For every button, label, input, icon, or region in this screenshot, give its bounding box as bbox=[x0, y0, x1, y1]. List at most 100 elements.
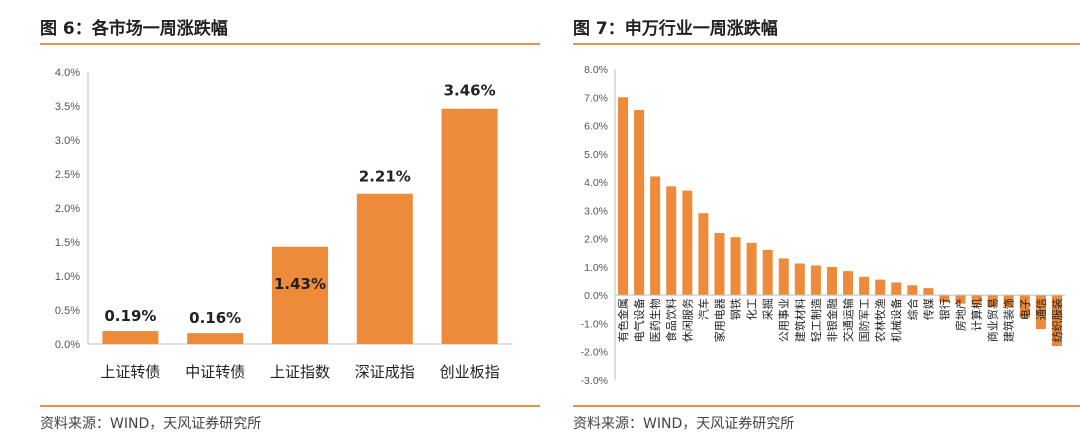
y-tick-label: -3.0% bbox=[581, 375, 608, 387]
y-tick-label: -2.0% bbox=[581, 347, 608, 359]
bar bbox=[923, 288, 934, 296]
x-tick-label: 医药生物 bbox=[648, 298, 662, 342]
x-tick-label: 有色金属 bbox=[616, 298, 630, 342]
x-tick-label: 汽车 bbox=[696, 298, 710, 320]
y-tick-label: 3.0% bbox=[584, 205, 608, 217]
data-label: 0.16% bbox=[189, 309, 241, 327]
y-tick-label: 1.5% bbox=[55, 237, 80, 249]
x-tick-label: 传媒 bbox=[922, 298, 935, 320]
y-tick-label: 7.0% bbox=[584, 92, 608, 104]
bar bbox=[891, 282, 902, 296]
y-tick-label: 2.5% bbox=[55, 169, 80, 181]
left-title-rule bbox=[40, 43, 540, 45]
x-tick-label: 计算机 bbox=[970, 298, 984, 331]
y-tick-label: 3.0% bbox=[55, 135, 80, 147]
x-tick-label: 非银金融 bbox=[825, 298, 839, 342]
y-tick-label: 0.5% bbox=[55, 305, 80, 317]
x-tick-label: 国防军工 bbox=[857, 298, 871, 342]
bar bbox=[698, 213, 709, 296]
bar bbox=[971, 295, 982, 306]
left-source-note: 资料来源：WIND，天风证券研究所 bbox=[40, 416, 262, 432]
x-tick-label: 上证指数 bbox=[270, 363, 330, 381]
data-label: 2.21% bbox=[359, 168, 411, 186]
x-tick-label: 轻工制造 bbox=[809, 298, 823, 342]
bar bbox=[272, 246, 328, 344]
y-tick-label: 2.0% bbox=[584, 234, 608, 246]
bar bbox=[987, 295, 998, 307]
x-tick-label: 公用事业 bbox=[778, 298, 791, 342]
x-tick-label: 电气设备 bbox=[632, 298, 646, 342]
x-tick-label: 休闲服务 bbox=[680, 298, 694, 342]
x-tick-label: 采掘 bbox=[761, 298, 775, 320]
y-tick-label: 1.0% bbox=[584, 262, 608, 274]
x-tick-label: 上证转债 bbox=[100, 363, 160, 381]
left-bar-chart: 0.0% 0.5% 1.0% 1.5% 2.0% 2.5% 3.0% 3.5% 4.0% 0.19… bbox=[55, 67, 512, 381]
x-tick-label: 深证成指 bbox=[355, 363, 415, 381]
bar bbox=[762, 249, 773, 296]
y-tick-label: 2.0% bbox=[55, 203, 80, 215]
x-tick-label: 房地产 bbox=[954, 298, 968, 331]
bar bbox=[794, 263, 805, 296]
x-tick-label: 钢铁 bbox=[730, 298, 743, 320]
bar bbox=[826, 266, 837, 296]
bar bbox=[907, 285, 918, 296]
bar bbox=[939, 295, 950, 303]
right-source-note: 资料来源：WIND，天风证券研究所 bbox=[573, 416, 795, 432]
bar bbox=[778, 258, 789, 296]
bar bbox=[810, 265, 821, 296]
bar bbox=[634, 109, 645, 296]
left-figure-title: 图 6：各市场一周涨跌幅 bbox=[40, 19, 228, 39]
x-tick-label: 食品饮料 bbox=[664, 298, 678, 342]
data-label: 3.46% bbox=[444, 82, 496, 100]
x-tick-label: 农林牧渔 bbox=[873, 298, 887, 342]
bar bbox=[1003, 295, 1014, 307]
bar bbox=[843, 271, 854, 296]
left-panel: 图 6：各市场一周涨跌幅 0.0% 0.5% 1.0% 1.5% 2.0% 2.5% 3.0… bbox=[40, 19, 540, 432]
bar bbox=[666, 186, 677, 296]
y-tick-label: 6.0% bbox=[584, 121, 608, 133]
y-tick-label: 4.0% bbox=[584, 177, 608, 189]
x-tick-label: 创业板指 bbox=[440, 363, 500, 381]
bar bbox=[730, 237, 741, 296]
bar bbox=[650, 176, 661, 296]
x-tick-label: 交通运输 bbox=[841, 298, 855, 342]
x-tick-label: 建筑装饰 bbox=[1002, 298, 1016, 342]
x-tick-label: 化工 bbox=[745, 298, 759, 320]
bar bbox=[1019, 295, 1030, 318]
bar bbox=[441, 108, 498, 344]
y-tick-label: 4.0% bbox=[55, 67, 80, 79]
y-tick-label: 5.0% bbox=[584, 149, 608, 161]
right-source-rule bbox=[573, 405, 1080, 407]
y-tick-label: 8.0% bbox=[584, 64, 608, 76]
bar bbox=[682, 190, 693, 296]
bar bbox=[102, 331, 159, 344]
y-tick-label: 0.0% bbox=[55, 339, 80, 351]
x-tick-label: 纺织服装 bbox=[1050, 298, 1064, 342]
y-tick-label: -1.0% bbox=[581, 318, 608, 330]
x-tick-label: 通信 bbox=[1035, 298, 1048, 320]
bar bbox=[859, 276, 870, 296]
y-tick-label: 0.0% bbox=[584, 290, 608, 302]
x-tick-label: 银行 bbox=[937, 298, 951, 320]
x-tick-label: 建筑材料 bbox=[793, 298, 807, 342]
x-tick-label: 家用电器 bbox=[712, 298, 726, 342]
x-tick-label: 中证转债 bbox=[185, 363, 245, 381]
bar bbox=[1051, 295, 1062, 347]
bar bbox=[875, 279, 886, 296]
bar bbox=[714, 232, 725, 296]
data-label: 1.43% bbox=[274, 275, 326, 293]
left-source-rule bbox=[40, 405, 540, 407]
right-title-rule bbox=[573, 43, 1080, 45]
x-tick-label: 综合 bbox=[905, 298, 919, 320]
bar bbox=[955, 295, 966, 304]
bar bbox=[746, 242, 757, 296]
x-tick-label: 商业贸易 bbox=[986, 298, 1000, 342]
right-panel: 图 7：申万行业一周涨跌幅 -3.0% -2.0% -1.0% 0.0% 1.0% 2.0… bbox=[560, 0, 1080, 442]
data-label: 0.19% bbox=[104, 307, 156, 325]
bar bbox=[618, 97, 629, 296]
bar bbox=[1035, 295, 1046, 330]
y-tick-label: 3.5% bbox=[55, 101, 80, 113]
x-tick-label: 电子 bbox=[1019, 298, 1032, 320]
right-bar-chart: -3.0% -2.0% -1.0% 0.0% 1.0% 2.0% 3.0% 4.0% 5.0% 6… bbox=[581, 64, 1065, 387]
y-tick-label: 1.0% bbox=[55, 271, 80, 283]
